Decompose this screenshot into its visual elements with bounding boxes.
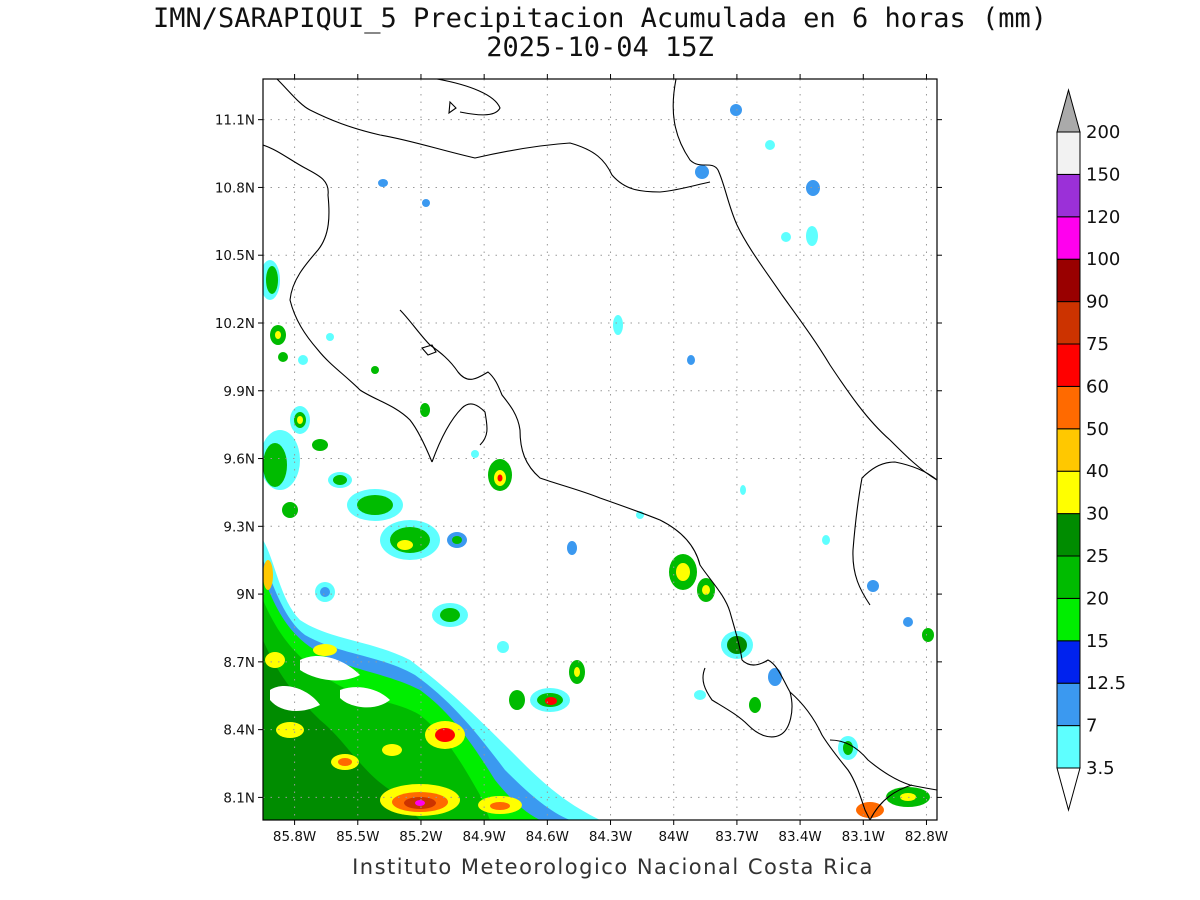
colorbar-label: 60 — [1086, 376, 1109, 397]
lat-tick-label: 8.4N — [223, 723, 255, 739]
rain-core-9 — [263, 560, 273, 590]
axis-ticks: 11.1N 10.8N 10.5N 10.2N 9.9N 9.6N 9.3N 9N 8.7N 8.… — [215, 74, 948, 845]
rain-band-pacific-25 — [263, 640, 420, 820]
lon-tick-label: 83.1W — [842, 829, 885, 845]
colorbar-label: 150 — [1086, 164, 1120, 185]
colorbar-min-arrow — [1056, 767, 1081, 812]
lat-tick-label: 9.6N — [223, 452, 255, 468]
rain-core-5 — [276, 722, 304, 738]
colorbar-label: 3.5 — [1086, 758, 1115, 779]
precipitation-field — [263, 104, 934, 820]
rain-core-1d — [415, 800, 425, 806]
rain-band-white-hole2 — [300, 655, 360, 681]
colorbar-label: 25 — [1086, 546, 1109, 567]
lon-tick-label: 83.7W — [715, 829, 758, 845]
chart-title: IMN/SARAPIQUI_5 Precipitacion Acumulada … — [152, 3, 1048, 34]
colorbar-label: 12.5 — [1086, 673, 1126, 694]
lat-tick-label: 9.3N — [223, 519, 255, 535]
burica-coast — [829, 739, 937, 791]
rain-band-diagonal — [263, 260, 468, 627]
colorbar-swatch — [1056, 470, 1081, 515]
lon-tick-label: 82.8W — [905, 829, 948, 845]
rain-core-2b — [435, 728, 455, 742]
lon-tick-label: 84.3W — [589, 829, 632, 845]
colorbar-swatch — [1056, 555, 1081, 599]
rain-band-white-hole3 — [340, 687, 390, 708]
colorbar-max-arrow — [1056, 88, 1081, 133]
lat-tick-label: 8.1N — [223, 790, 255, 806]
caribbean-coast — [672, 79, 937, 481]
coastlines-borders — [263, 79, 937, 820]
colorbar-swatch — [1056, 725, 1081, 769]
rain-band-white-hole — [270, 685, 320, 712]
chart-subtitle-datetime: 2025-10-04 15Z — [486, 32, 714, 63]
colorbar-swatch — [1056, 343, 1081, 387]
lat-tick-label: 10.2N — [215, 316, 255, 332]
colorbar-label: 30 — [1086, 504, 1109, 525]
rain-core-4 — [382, 744, 402, 756]
lon-tick-label: 85.5W — [336, 829, 379, 845]
lon-tick-label: 85.2W — [399, 829, 442, 845]
colorbar-label: 75 — [1086, 334, 1109, 355]
colorbar-label: 100 — [1086, 249, 1120, 270]
lon-tick-label: 84.9W — [462, 829, 505, 845]
nicaragua-border — [276, 79, 711, 193]
golfo-dulce — [789, 691, 871, 820]
lat-tick-label: 10.5N — [215, 248, 255, 264]
colorbar-label: 50 — [1086, 419, 1109, 440]
colorbar-label: 200 — [1086, 122, 1120, 143]
island-2 — [421, 344, 437, 356]
colorbar-label: 7 — [1086, 716, 1097, 737]
colorbar-label: 120 — [1086, 207, 1120, 228]
colorbar-swatch — [1056, 513, 1081, 557]
colorbar-label: 20 — [1086, 588, 1109, 609]
lon-tick-label: 85.8W — [273, 829, 316, 845]
colorbar-swatch — [1056, 385, 1081, 430]
lat-tick-label: 9.9N — [223, 384, 255, 400]
colorbar-swatch — [1056, 131, 1081, 175]
rain-core-8 — [313, 644, 337, 656]
island-1 — [448, 100, 457, 115]
lat-tick-label: 9N — [236, 587, 255, 603]
colorbar: 3.5 7 12.5 15 20 25 30 40 50 60 75 90 100 120 150 200 — [1056, 88, 1126, 812]
colorbar-swatch — [1056, 216, 1081, 260]
lat-tick-label: 10.8N — [215, 180, 255, 196]
gulf-of-nicoya-coast — [399, 309, 743, 661]
colorbar-swatch — [1056, 428, 1081, 472]
rain-core-6b — [490, 802, 510, 810]
colorbar-swatch — [1056, 301, 1081, 345]
lon-tick-label: 84W — [658, 829, 689, 845]
panama-border — [852, 461, 937, 606]
colorbar-label: 90 — [1086, 292, 1109, 313]
colorbar-label: 15 — [1086, 631, 1109, 652]
nicoya-peninsula-east — [431, 403, 488, 463]
lon-tick-label: 84.6W — [526, 829, 569, 845]
lat-tick-label: 8.7N — [223, 655, 255, 671]
rain-core-7 — [265, 652, 285, 668]
colorbar-swatch — [1056, 173, 1081, 218]
panama-coast-east — [869, 784, 913, 820]
colorbar-swatch — [1056, 682, 1081, 727]
rain-core-3b — [338, 758, 352, 766]
lake-nicaragua-shore — [436, 79, 501, 116]
colorbar-swatch — [1056, 597, 1081, 642]
colorbar-label: 40 — [1086, 461, 1109, 482]
lat-tick-label: 11.1N — [215, 113, 255, 129]
pacific-coast-nicoya — [263, 144, 433, 463]
colorbar-swatch — [1056, 640, 1081, 684]
lon-tick-label: 83.4W — [778, 829, 821, 845]
plot-frame — [262, 78, 938, 821]
osa-peninsula — [702, 659, 793, 738]
footer-credit: Instituto Meteorologico Nacional Costa R… — [352, 855, 874, 879]
colorbar-swatch — [1056, 258, 1081, 303]
